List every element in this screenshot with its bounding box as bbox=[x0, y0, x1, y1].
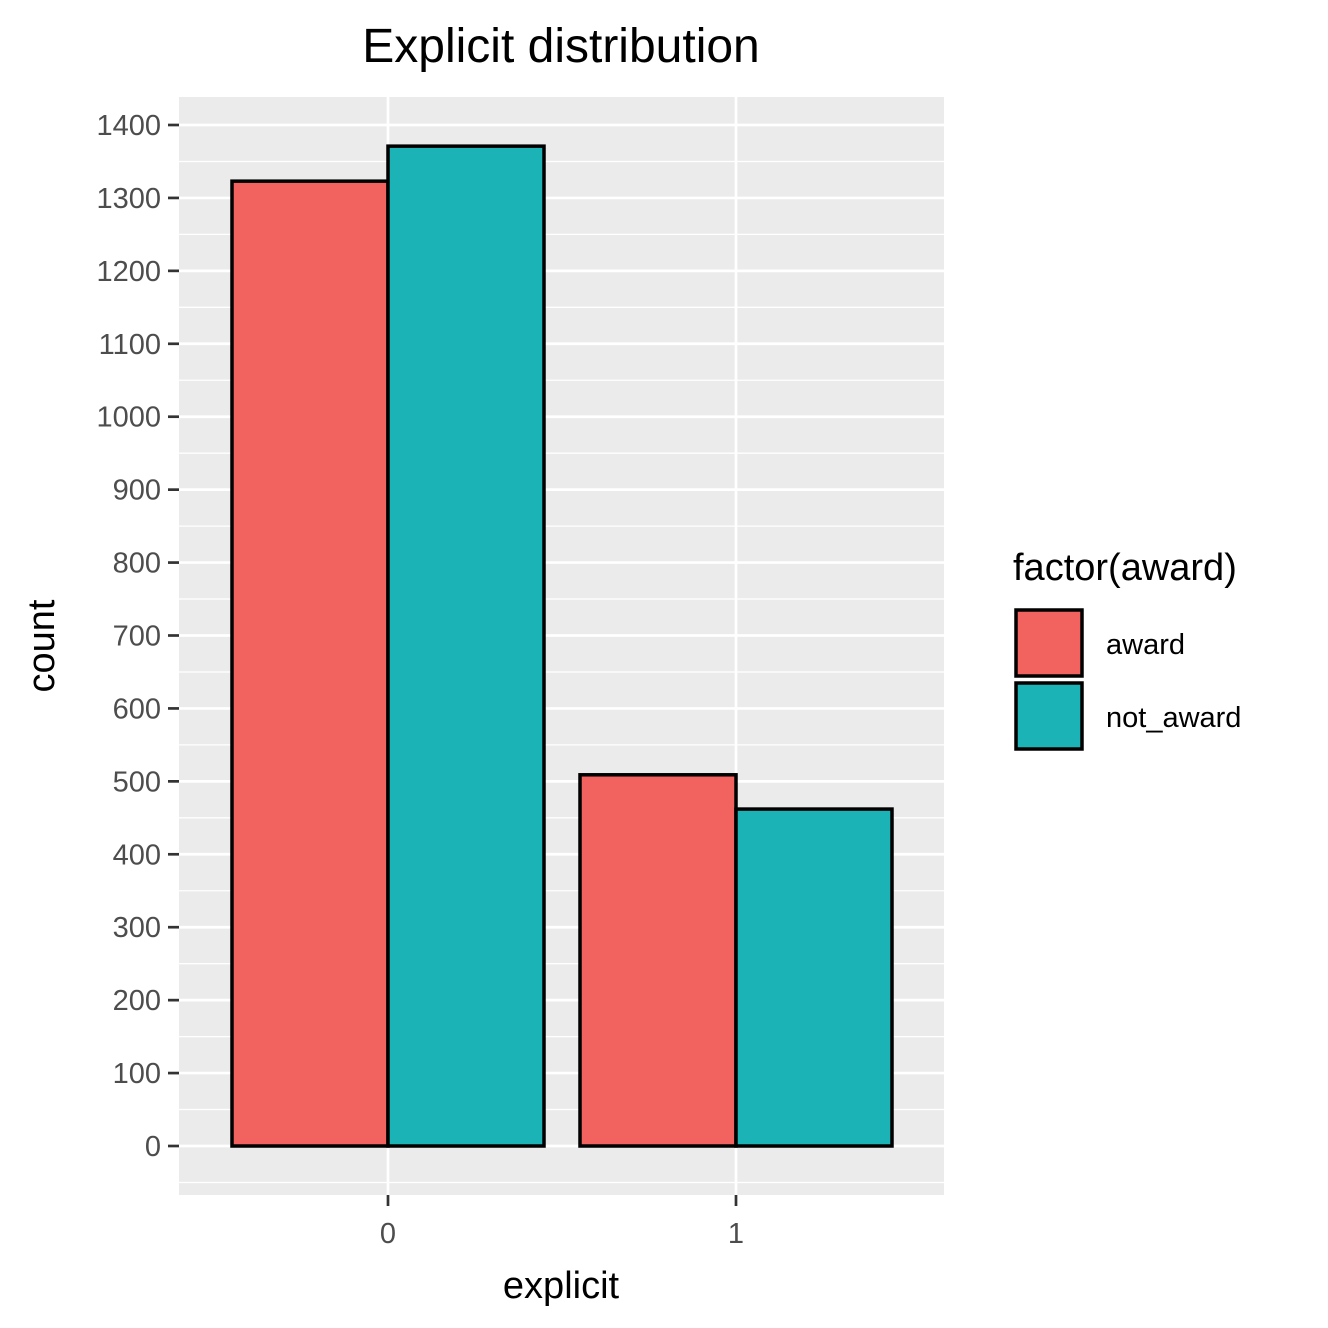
y-tick-label: 600 bbox=[113, 693, 161, 725]
legend-key-not_award bbox=[1014, 681, 1084, 751]
y-axis: 0 100 200 300 400 500 600 700 800 900 1000 1100 1200… bbox=[96, 110, 179, 1163]
y-tick-label: 1200 bbox=[96, 256, 161, 288]
y-tick-label: 400 bbox=[113, 839, 161, 871]
bar-not_award-1 bbox=[734, 807, 894, 1148]
bars bbox=[230, 144, 894, 1148]
y-tick-label: 100 bbox=[113, 1058, 161, 1090]
y-tick-label: 1100 bbox=[99, 329, 161, 361]
y-tick-label: 1300 bbox=[96, 183, 161, 215]
x-tick-label: 0 bbox=[380, 1218, 396, 1250]
y-tick-label: 1400 bbox=[96, 110, 161, 142]
chart-title: Explicit distribution bbox=[362, 20, 760, 73]
legend-items: award not_award bbox=[1014, 608, 1241, 751]
x-axis-title: explicit bbox=[503, 1265, 620, 1307]
y-tick-label: 900 bbox=[113, 475, 161, 507]
y-tick-label: 500 bbox=[113, 766, 161, 798]
y-tick-label: 800 bbox=[113, 548, 161, 580]
legend-label-award: award bbox=[1106, 629, 1185, 661]
y-axis-title: count bbox=[21, 599, 63, 692]
y-tick-label: 200 bbox=[113, 985, 161, 1017]
y-tick-label: 0 bbox=[145, 1131, 161, 1163]
x-tick-label: 1 bbox=[728, 1218, 744, 1250]
y-tick-label: 300 bbox=[113, 912, 161, 944]
legend-label-not_award: not_award bbox=[1106, 702, 1241, 734]
legend-title: factor(award) bbox=[1013, 547, 1237, 589]
bar-award-1 bbox=[578, 773, 738, 1148]
y-tick-label: 1000 bbox=[96, 402, 161, 434]
y-tick-label: 700 bbox=[113, 621, 161, 653]
bar-not_award-0 bbox=[386, 144, 546, 1148]
bar-award-0 bbox=[230, 179, 390, 1148]
legend: factor(award) award not_award bbox=[1013, 547, 1241, 751]
legend-key-award bbox=[1014, 608, 1084, 678]
